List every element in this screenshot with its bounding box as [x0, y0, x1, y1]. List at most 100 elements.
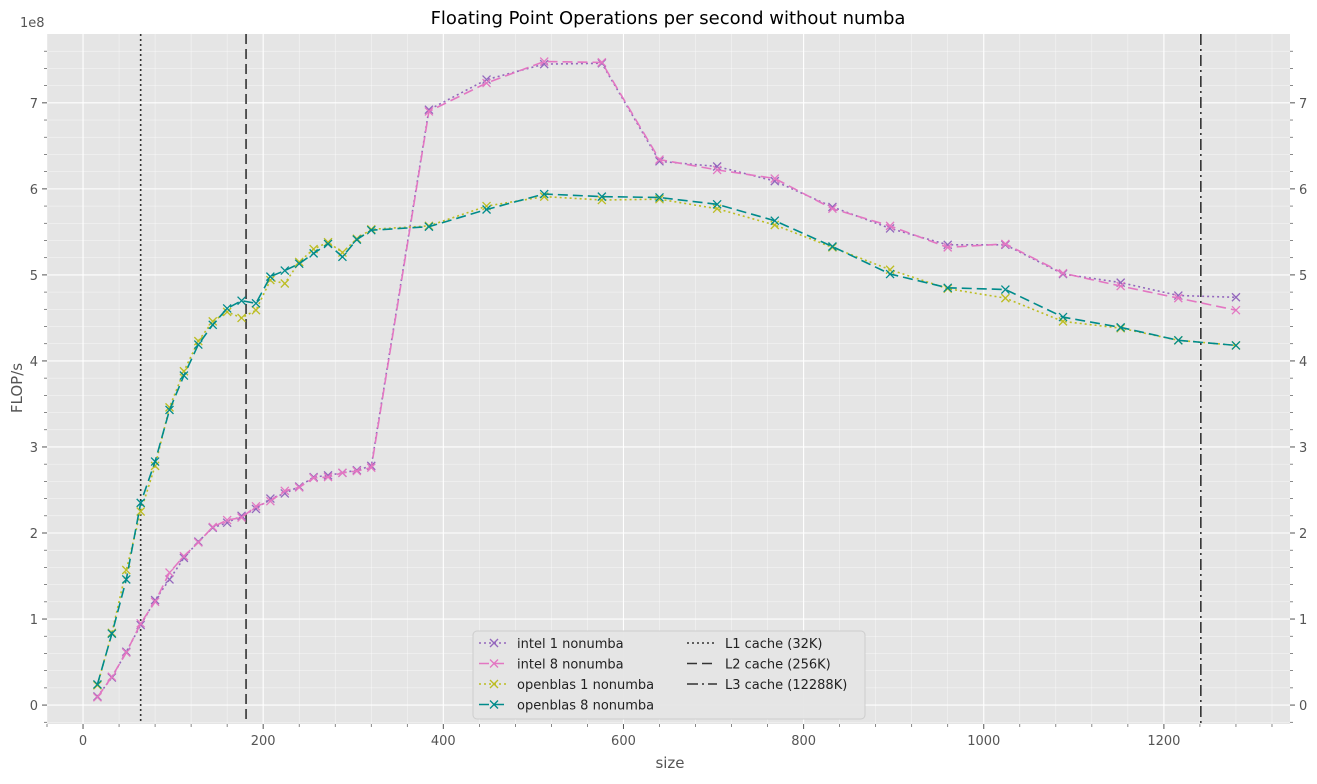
point-mark-stroke	[179, 366, 189, 376]
point-mark-stroke	[770, 216, 780, 226]
x-tick-label: 400	[431, 734, 456, 749]
series-2-point	[107, 672, 117, 682]
point-mark-stroke	[208, 522, 218, 532]
series-4-point	[107, 629, 117, 639]
point-mark-stroke	[885, 221, 895, 231]
legend-label: L2 cache (256K)	[725, 658, 831, 673]
point-mark-stroke	[424, 105, 434, 115]
series-4-point	[712, 199, 722, 209]
point-mark-stroke	[482, 78, 492, 88]
series-4-point	[92, 679, 102, 689]
x-tick-label: 0	[79, 734, 87, 749]
y-tick-label-right: 2	[1299, 527, 1307, 542]
y-tick-label-left: 6	[30, 183, 38, 198]
point-mark-stroke	[1231, 305, 1241, 315]
point-mark-stroke	[280, 266, 290, 276]
series-4-point	[337, 252, 347, 262]
point-mark-stroke	[943, 240, 953, 250]
point-mark-stroke	[309, 473, 319, 483]
series-4-point	[179, 371, 189, 381]
point-mark-stroke	[150, 461, 160, 471]
series-3-point	[1058, 316, 1068, 326]
point-mark-stroke	[208, 320, 218, 330]
y-tick-label-left: 7	[30, 97, 38, 112]
point-mark-stroke	[597, 192, 607, 202]
series-4-point	[1000, 285, 1010, 294]
series-4-point	[165, 405, 174, 415]
series-3-point	[1000, 293, 1010, 303]
legend-marker	[489, 679, 499, 689]
series-4-point	[294, 259, 304, 269]
point-mark-stroke	[1058, 316, 1068, 326]
point-mark-stroke	[136, 618, 146, 628]
legend-label: L3 cache (12288K)	[725, 678, 847, 693]
point-mark-stroke	[1000, 239, 1010, 249]
x-tick-label: 1000	[967, 734, 1000, 749]
series-4-point	[222, 303, 232, 313]
series-4-point	[237, 296, 247, 306]
point-mark-stroke	[193, 336, 203, 346]
point-mark-stroke	[222, 515, 232, 525]
series-2-point	[424, 106, 434, 116]
legend-entry-4: openblas 8 nonumba	[479, 699, 654, 714]
y-tick-label-left: 5	[30, 269, 38, 284]
point-mark-stroke	[1058, 312, 1068, 322]
series-3-point	[280, 279, 290, 288]
series-4-point	[352, 235, 362, 245]
series-2-point	[1000, 239, 1010, 249]
point-mark-stroke	[280, 486, 290, 496]
point-mark-stroke	[539, 57, 549, 66]
point-mark-stroke	[121, 575, 131, 584]
series-2-point	[482, 78, 492, 88]
series-2-point	[337, 468, 347, 478]
series-1-point	[179, 553, 189, 563]
point-mark-stroke	[323, 472, 333, 482]
point-mark-stroke	[885, 269, 895, 279]
series-3-point	[193, 336, 203, 346]
point-mark-stroke	[655, 156, 664, 166]
series-2-point	[1231, 305, 1241, 315]
point-mark-stroke	[294, 482, 304, 492]
legend-entry-7: L3 cache (12288K)	[687, 678, 847, 693]
series-4-point	[424, 222, 434, 232]
legend-marker	[489, 659, 499, 668]
point-mark-stroke	[280, 279, 290, 288]
point-mark-stroke	[165, 405, 174, 415]
point-mark-stroke	[208, 316, 218, 326]
series-2-point	[280, 486, 290, 496]
point-mark-stroke	[482, 205, 492, 214]
y-tick-label-right: 3	[1299, 441, 1307, 456]
x-tick-label: 200	[251, 734, 276, 749]
y-tick-label-left: 0	[30, 699, 38, 714]
point-mark-stroke	[251, 305, 261, 315]
point-mark-stroke	[92, 692, 102, 702]
series-2-point	[265, 496, 275, 506]
point-mark-stroke	[136, 498, 146, 508]
point-mark-stroke	[251, 298, 261, 308]
point-mark-stroke	[1000, 293, 1010, 303]
series-2-point	[597, 57, 607, 67]
point-mark-stroke	[482, 201, 492, 211]
series-4-point	[1058, 312, 1068, 322]
series-4-point	[150, 457, 160, 467]
point-mark-stroke	[712, 204, 722, 214]
point-mark-stroke	[294, 257, 304, 267]
point-mark-stroke	[655, 193, 664, 202]
point-mark-stroke	[1231, 340, 1241, 350]
series-2-point	[150, 597, 160, 607]
point-mark-stroke	[309, 244, 319, 254]
series-2-point	[136, 618, 146, 628]
point-mark-stroke	[655, 194, 664, 204]
series-1-point	[251, 504, 261, 514]
point-mark-stroke	[179, 371, 189, 381]
series-3-point	[712, 204, 722, 214]
series-4-point	[280, 266, 290, 276]
point-mark-stroke	[237, 313, 247, 323]
point-mark-stroke	[222, 303, 232, 313]
series-line-1	[96, 62, 1237, 697]
point-mark-stroke	[165, 575, 174, 584]
point-mark-stroke	[770, 174, 780, 183]
point-mark-stroke	[366, 463, 376, 473]
point-mark-stroke	[179, 553, 189, 563]
series-4-point	[539, 189, 549, 199]
